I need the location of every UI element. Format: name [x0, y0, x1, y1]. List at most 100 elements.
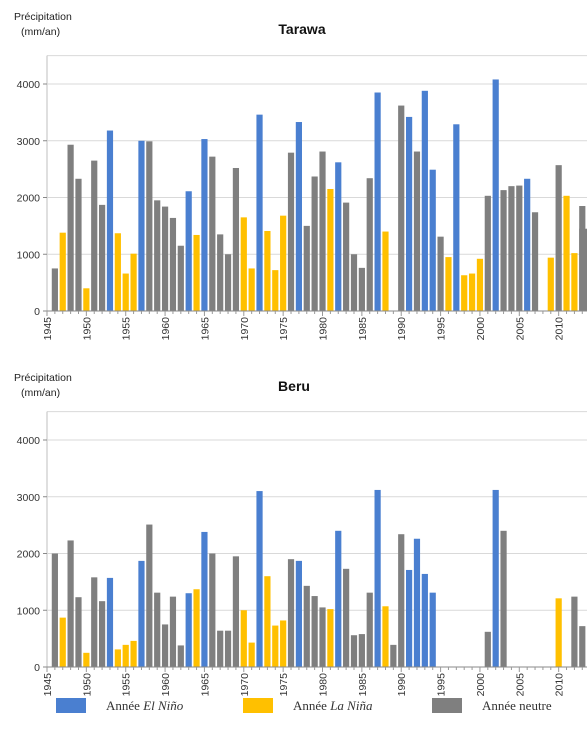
bar — [201, 531, 208, 667]
bar — [579, 626, 586, 667]
x-tick-label: 2000 — [475, 673, 487, 697]
bar — [335, 162, 342, 311]
bar — [232, 556, 240, 667]
bar — [264, 230, 271, 311]
bar — [146, 524, 153, 667]
y-tick-label: 1000 — [17, 605, 41, 617]
bar — [311, 176, 318, 311]
bar — [421, 573, 428, 667]
bar — [217, 630, 224, 667]
y-tick-label: 4000 — [17, 435, 41, 447]
bar — [343, 202, 350, 311]
x-tick-label: 1960 — [160, 317, 172, 341]
bar — [579, 228, 587, 311]
bar — [75, 178, 82, 311]
bar — [476, 258, 484, 311]
legend-label-neutral: Année neutre — [482, 698, 552, 713]
legend-la-nina-name: La Niña — [329, 698, 373, 713]
bar — [571, 253, 578, 311]
legend-swatch-el-nino — [56, 698, 86, 713]
legend-la-nina-prefix: Année — [293, 698, 330, 713]
bar — [130, 253, 137, 311]
bar — [421, 90, 428, 311]
bar — [280, 620, 287, 667]
bar — [429, 169, 436, 311]
bar — [413, 538, 421, 667]
bar — [114, 233, 121, 311]
bar — [358, 267, 365, 311]
x-tick-label: 1970 — [239, 317, 251, 341]
x-tick-label: 1965 — [199, 673, 211, 697]
bar — [280, 215, 287, 311]
bar — [177, 645, 184, 667]
x-tick-label: 1985 — [357, 673, 369, 697]
bar — [500, 530, 507, 667]
y-tick-label: 0 — [34, 306, 40, 318]
bar — [319, 151, 326, 311]
bar — [571, 596, 578, 667]
bar — [201, 139, 208, 311]
bar — [445, 257, 452, 311]
bar — [232, 167, 240, 311]
bar — [169, 217, 177, 311]
bar — [256, 491, 263, 667]
bar — [555, 598, 562, 667]
bar — [272, 270, 279, 311]
bar — [67, 144, 74, 311]
bar — [358, 634, 365, 667]
bar — [161, 206, 169, 311]
x-tick-label: 1980 — [318, 317, 330, 341]
y-tick-label: 2000 — [17, 549, 41, 561]
legend-swatch-neutral — [432, 698, 462, 713]
x-tick-label: 1995 — [436, 317, 448, 341]
bar — [240, 217, 247, 311]
x-tick-label: 1960 — [160, 673, 172, 697]
bar — [51, 268, 58, 311]
bar — [138, 140, 145, 311]
x-tick-label: 1945 — [42, 673, 54, 697]
bar — [366, 592, 373, 667]
bar — [224, 630, 232, 667]
bar — [311, 596, 318, 667]
bar — [248, 268, 255, 311]
bar — [272, 625, 279, 667]
bar — [193, 589, 200, 667]
bar — [547, 257, 554, 311]
bar — [303, 225, 310, 311]
x-tick-label: 1990 — [396, 317, 408, 341]
chart-title-tarawa: Tarawa — [278, 21, 325, 37]
x-tick-label: 1980 — [318, 673, 330, 697]
bar — [59, 232, 66, 311]
bar — [437, 236, 444, 311]
y-tick-label: 1000 — [17, 249, 41, 261]
bar — [508, 186, 515, 311]
x-tick-label: 1945 — [42, 317, 54, 341]
bar — [287, 559, 295, 667]
bar — [177, 245, 184, 311]
bar — [366, 178, 373, 311]
bar — [492, 79, 499, 312]
bar — [287, 152, 295, 311]
y-axis-label-line2: (mm/an) — [21, 26, 60, 38]
bar — [91, 160, 98, 311]
bar — [390, 644, 397, 667]
bar — [327, 609, 334, 667]
legend: Année El Niño Année La Niña Année neutre — [56, 698, 552, 713]
y-axis-label-line1: Précipitation — [14, 372, 72, 384]
bar — [154, 200, 161, 311]
bar — [51, 553, 58, 667]
y-tick-label: 2000 — [17, 193, 41, 205]
x-tick-label: 1975 — [278, 673, 290, 697]
bar — [161, 624, 169, 667]
legend-el-nino-prefix: Année — [106, 698, 143, 713]
bar — [335, 530, 342, 667]
legend-label-el-nino: Année El Niño — [106, 698, 184, 713]
bar — [99, 601, 106, 667]
bar — [185, 593, 192, 667]
bar — [500, 190, 507, 311]
bar — [146, 141, 153, 311]
bar — [185, 191, 192, 311]
x-tick-label: 1985 — [357, 317, 369, 341]
bar — [398, 105, 405, 311]
